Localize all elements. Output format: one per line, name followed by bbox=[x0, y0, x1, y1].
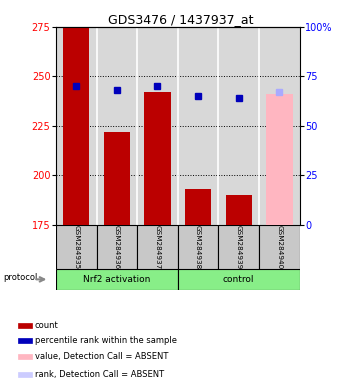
Bar bbox=[104, 132, 130, 225]
Text: GSM284937: GSM284937 bbox=[155, 225, 161, 269]
Bar bbox=[18, 372, 32, 377]
Text: GDS3476 / 1437937_at: GDS3476 / 1437937_at bbox=[108, 13, 253, 26]
Text: GSM284935: GSM284935 bbox=[73, 225, 79, 269]
Bar bbox=[185, 189, 211, 225]
FancyBboxPatch shape bbox=[56, 225, 97, 269]
Text: control: control bbox=[223, 275, 255, 284]
FancyBboxPatch shape bbox=[259, 225, 300, 269]
Text: value, Detection Call = ABSENT: value, Detection Call = ABSENT bbox=[35, 352, 168, 361]
Text: GSM284940: GSM284940 bbox=[276, 225, 282, 269]
FancyBboxPatch shape bbox=[178, 225, 218, 269]
Text: GSM284939: GSM284939 bbox=[236, 225, 242, 269]
FancyBboxPatch shape bbox=[218, 225, 259, 269]
Text: GSM284938: GSM284938 bbox=[195, 225, 201, 269]
FancyBboxPatch shape bbox=[137, 225, 178, 269]
Text: percentile rank within the sample: percentile rank within the sample bbox=[35, 336, 177, 345]
Bar bbox=[18, 354, 32, 359]
Bar bbox=[144, 92, 171, 225]
Bar bbox=[18, 323, 32, 328]
Bar bbox=[226, 195, 252, 225]
Text: Nrf2 activation: Nrf2 activation bbox=[83, 275, 151, 284]
Bar bbox=[18, 338, 32, 343]
FancyBboxPatch shape bbox=[178, 269, 300, 290]
FancyBboxPatch shape bbox=[56, 269, 178, 290]
Bar bbox=[63, 27, 90, 225]
Text: rank, Detection Call = ABSENT: rank, Detection Call = ABSENT bbox=[35, 369, 164, 379]
Text: count: count bbox=[35, 321, 58, 329]
Text: protocol: protocol bbox=[3, 273, 37, 282]
Bar bbox=[266, 94, 292, 225]
FancyBboxPatch shape bbox=[97, 225, 137, 269]
Text: GSM284936: GSM284936 bbox=[114, 225, 120, 269]
